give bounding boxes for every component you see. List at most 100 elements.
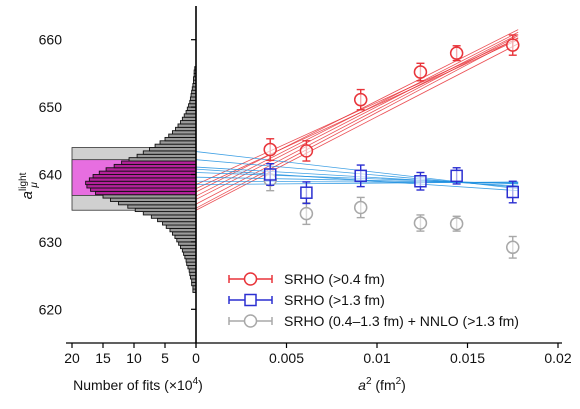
histogram-bar: [168, 133, 197, 138]
fit-line: [195, 181, 519, 186]
legend-circle-marker: [243, 272, 258, 286]
histogram-bar: [98, 170, 197, 175]
fit-line: [195, 39, 519, 190]
circle-marker: [299, 206, 314, 221]
histogram-bar: [169, 227, 197, 233]
legend-label: SRHO (0.4–1.3 fm) + NNLO (>1.3 fm): [284, 313, 519, 329]
histogram-bar: [92, 174, 197, 179]
y-tick-label: 620: [39, 301, 63, 317]
histogram-bar: [157, 217, 197, 223]
circle-marker: [506, 38, 520, 52]
legend-entry: SRHO (0.4–1.3 fm) + NNLO (>1.3 fm): [228, 313, 519, 329]
histogram-bar: [185, 258, 197, 263]
histogram-bar: [86, 184, 197, 189]
histogram-bar: [154, 143, 197, 148]
legend: SRHO (>0.4 fm) SRHO (>1.3 fm) SRHO (0.4–1.…: [228, 271, 519, 329]
histogram-x-axis-label: Number of fits (×104): [73, 376, 203, 393]
data-series: [263, 34, 520, 259]
histogram-bar: [88, 177, 197, 182]
histogram-bar: [142, 211, 197, 216]
square-marker: [414, 174, 427, 188]
data-point: [299, 202, 314, 226]
histogram-x-tick-label: 15: [95, 350, 111, 366]
histogram-x-tick-label: 5: [161, 350, 169, 366]
circle-marker: [449, 216, 464, 231]
histogram-bar: [149, 147, 197, 152]
histogram-bar: [142, 150, 197, 155]
histogram-bar: [189, 271, 197, 277]
circle-marker: [299, 144, 314, 158]
fit-line: [195, 29, 519, 193]
histogram-bar: [128, 157, 197, 162]
circle-marker: [413, 216, 428, 230]
histogram-bar: [121, 160, 197, 165]
data-point: [299, 140, 314, 162]
legend-entry: SRHO (>1.3 fm): [228, 292, 385, 308]
histogram-bar: [85, 180, 197, 186]
fit-line: [195, 37, 519, 209]
legend-label: SRHO (>0.4 fm): [284, 271, 385, 287]
circle-marker: [353, 92, 368, 107]
square-marker: [450, 169, 463, 183]
histogram-bar: [177, 123, 197, 128]
data-point: [506, 34, 520, 56]
data-point: [353, 88, 368, 111]
histogram-bar: [175, 126, 197, 132]
histogram-bar: [95, 190, 197, 196]
histogram-bar: [181, 116, 197, 122]
histogram-bar: [171, 231, 197, 236]
x-axis-label: a2 (fm2): [358, 376, 406, 393]
data-point: [300, 181, 313, 205]
square-marker: [354, 169, 367, 183]
histogram-bar: [105, 167, 197, 172]
histogram-bar: [90, 187, 197, 192]
data-point: [414, 171, 427, 191]
legend-entry: SRHO (>0.4 fm): [228, 271, 385, 287]
data-point: [506, 235, 520, 259]
histogram-bar: [185, 110, 197, 115]
data-point: [450, 167, 463, 185]
histogram-bar: [184, 254, 197, 260]
fit-line: [195, 33, 519, 200]
histogram-bar: [162, 221, 197, 226]
y-tick-label: 660: [39, 32, 63, 48]
histogram-bar: [189, 275, 197, 280]
y-tick-label: 650: [39, 99, 63, 115]
histogram-bar: [165, 224, 197, 229]
histogram-bar: [187, 265, 197, 270]
square-marker: [506, 185, 519, 199]
legend-label: SRHO (>1.3 fm): [284, 292, 385, 308]
data-point: [506, 180, 519, 204]
histogram-x-tick-label: 20: [64, 350, 80, 366]
x-tick-label: 0.015: [450, 350, 485, 366]
axes: 620 630 640 650 660 0.005 0.01 0.015 0.02 20 15 10 5…: [39, 6, 572, 366]
histogram-bar: [181, 248, 197, 253]
square-marker: [263, 168, 277, 181]
histogram-bar: [113, 163, 197, 169]
histogram-bar: [171, 130, 197, 135]
histogram-bar: [180, 244, 197, 250]
histogram-bar: [164, 136, 197, 142]
circle-marker: [449, 46, 464, 60]
y-tick-label: 630: [39, 234, 63, 250]
fit-line: [195, 37, 519, 185]
histogram-x-tick-label: 0: [192, 350, 200, 366]
histogram-bar: [186, 261, 197, 266]
histogram-bar: [134, 207, 197, 213]
histogram-bar: [189, 99, 197, 105]
circle-marker: [413, 65, 428, 79]
histogram-bars: [85, 66, 197, 293]
histogram-bar: [174, 234, 197, 239]
histogram-bar: [183, 251, 197, 256]
data-point: [263, 163, 277, 186]
square-marker: [300, 186, 313, 199]
x-tick-label: 0.02: [544, 350, 571, 366]
data-point: [449, 45, 464, 62]
histogram-bar: [159, 140, 197, 145]
histogram-x-tick-label: 10: [126, 350, 142, 366]
x-tick-label: 0.01: [363, 350, 390, 366]
fit-lines: [195, 29, 519, 211]
histogram-bar: [183, 113, 197, 118]
fit-line: [195, 35, 519, 205]
histogram-bar: [102, 194, 197, 199]
